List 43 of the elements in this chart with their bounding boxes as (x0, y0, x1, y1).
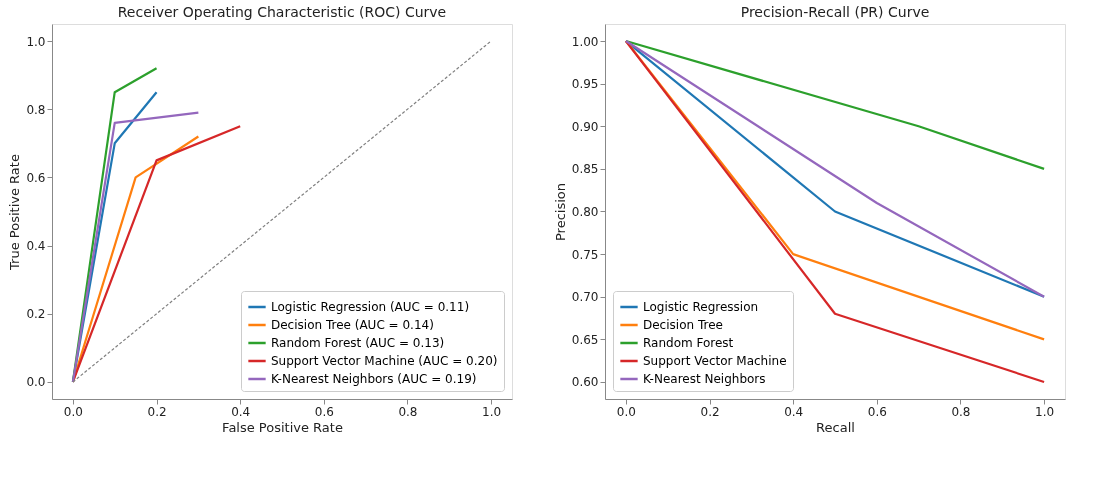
x-tick-label: 0.8 (398, 404, 418, 419)
y-tick-label: 0.70 (571, 290, 599, 305)
legend-label: Decision Tree (AUC = 0.14) (271, 318, 434, 332)
y-tick-label: 0.0 (26, 375, 46, 390)
x-tick-label: 0.6 (867, 404, 887, 419)
chart-title: Receiver Operating Characteristic (ROC) Curve (117, 4, 447, 20)
x-tick-label: 0.2 (147, 404, 167, 419)
y-tick-label: 1.0 (26, 34, 46, 49)
y-tick-label: 0.6 (26, 170, 46, 185)
y-tick-label: 0.80 (571, 205, 599, 219)
y-tick-label: 0.2 (26, 307, 46, 322)
y-tick-label: 1.00 (571, 34, 599, 49)
y-tick-label: 0.8 (26, 102, 46, 117)
x-axis-title: False Positive Rate (222, 419, 343, 435)
x-axis-title: Recall (816, 419, 855, 435)
legend-label: Decision Tree (643, 318, 723, 332)
y-tick-label: 0.4 (26, 239, 46, 254)
y-tick-label: 0.60 (571, 375, 599, 390)
y-axis-title: True Positive Rate (7, 154, 23, 271)
legend-label: Logistic Regression (AUC = 0.11) (271, 300, 470, 314)
x-tick-label: 1.0 (482, 404, 502, 419)
y-tick-label: 0.95 (571, 77, 599, 92)
y-tick-label: 0.90 (571, 119, 599, 134)
x-tick-label: 0.2 (700, 404, 720, 419)
legend-label: Logistic Regression (643, 300, 759, 314)
legend-label: K-Nearest Neighbors (643, 372, 766, 386)
chart-title: Precision-Recall (PR) Curve (740, 4, 930, 20)
legend-label: K-Nearest Neighbors (AUC = 0.19) (271, 372, 477, 386)
x-tick-label: 0.4 (784, 404, 804, 419)
legend-label: Random Forest (AUC = 0.13) (271, 336, 445, 350)
y-tick-label: 0.75 (571, 247, 599, 262)
legend-label: Support Vector Machine (643, 354, 787, 368)
x-tick-label: 0.0 (616, 404, 636, 419)
x-tick-label: 0.0 (63, 404, 83, 419)
y-tick-label: 0.85 (571, 162, 599, 177)
y-tick-label: 0.65 (571, 332, 599, 347)
x-tick-label: 1.0 (1035, 404, 1055, 419)
x-tick-label: 0.4 (231, 404, 251, 419)
y-axis-title: Precision (552, 182, 568, 242)
legend-label: Support Vector Machine (AUC = 0.20) (271, 354, 498, 368)
x-tick-label: 0.8 (951, 404, 971, 419)
legend-label: Random Forest (643, 336, 734, 350)
x-tick-label: 0.6 (314, 404, 334, 419)
